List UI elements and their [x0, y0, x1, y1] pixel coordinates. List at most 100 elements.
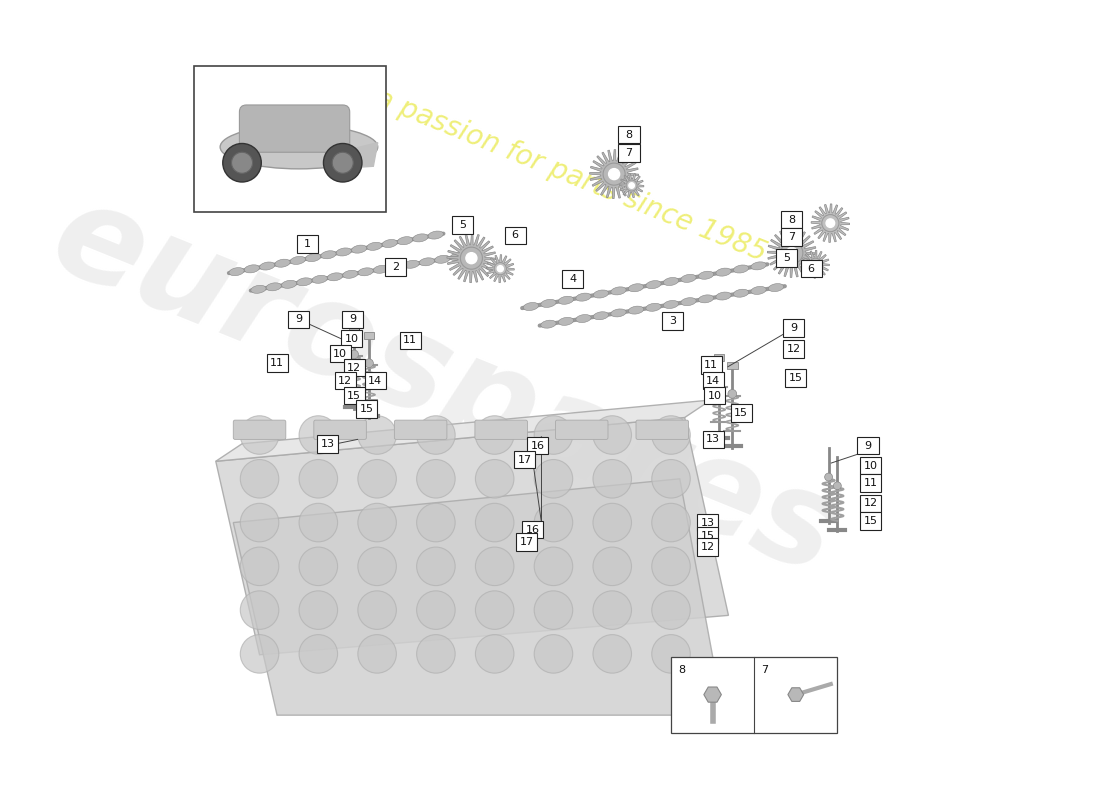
Ellipse shape — [404, 260, 419, 268]
Bar — [714, 354, 725, 361]
Text: 11: 11 — [864, 478, 878, 488]
Ellipse shape — [541, 299, 557, 307]
Text: 14: 14 — [368, 376, 382, 386]
Circle shape — [358, 503, 396, 542]
Text: a passion for parts since 1985: a passion for parts since 1985 — [371, 84, 770, 267]
Circle shape — [358, 416, 396, 454]
FancyBboxPatch shape — [364, 372, 386, 390]
Circle shape — [417, 503, 455, 542]
FancyBboxPatch shape — [233, 420, 286, 439]
Ellipse shape — [343, 270, 358, 278]
Circle shape — [332, 152, 353, 174]
Circle shape — [497, 266, 504, 272]
Circle shape — [593, 459, 631, 498]
Circle shape — [299, 591, 338, 630]
FancyBboxPatch shape — [860, 474, 881, 492]
Text: 11: 11 — [271, 358, 284, 368]
Circle shape — [593, 503, 631, 542]
FancyBboxPatch shape — [703, 430, 724, 448]
Text: 15: 15 — [360, 404, 373, 414]
FancyBboxPatch shape — [781, 211, 802, 229]
Polygon shape — [811, 204, 849, 242]
Text: 12: 12 — [346, 362, 361, 373]
Ellipse shape — [593, 290, 608, 298]
Ellipse shape — [681, 298, 696, 306]
FancyBboxPatch shape — [522, 521, 543, 538]
Polygon shape — [216, 418, 728, 654]
Ellipse shape — [244, 265, 260, 273]
Ellipse shape — [751, 286, 767, 294]
Polygon shape — [343, 142, 377, 168]
Ellipse shape — [290, 256, 306, 265]
Ellipse shape — [366, 242, 382, 250]
FancyBboxPatch shape — [516, 533, 537, 550]
Text: 11: 11 — [403, 335, 417, 346]
Ellipse shape — [541, 320, 557, 328]
Ellipse shape — [734, 290, 749, 298]
Polygon shape — [233, 478, 724, 715]
Text: 5: 5 — [783, 253, 790, 263]
Circle shape — [728, 390, 737, 398]
Bar — [349, 323, 360, 330]
Circle shape — [358, 591, 396, 630]
Polygon shape — [216, 400, 711, 462]
Text: 13: 13 — [321, 438, 334, 449]
Circle shape — [652, 416, 691, 454]
FancyBboxPatch shape — [801, 260, 822, 278]
FancyBboxPatch shape — [342, 310, 363, 328]
Circle shape — [240, 503, 278, 542]
Text: 9: 9 — [296, 314, 303, 325]
FancyBboxPatch shape — [556, 420, 608, 439]
Text: 15: 15 — [701, 530, 715, 541]
FancyBboxPatch shape — [385, 258, 406, 276]
Circle shape — [475, 547, 514, 586]
Ellipse shape — [716, 292, 732, 300]
Ellipse shape — [282, 280, 297, 288]
Text: 10: 10 — [333, 349, 348, 358]
FancyBboxPatch shape — [860, 457, 881, 474]
Text: 10: 10 — [707, 390, 722, 401]
Circle shape — [475, 591, 514, 630]
Ellipse shape — [663, 278, 679, 286]
Bar — [364, 332, 374, 338]
Text: 9: 9 — [865, 441, 871, 450]
FancyBboxPatch shape — [860, 494, 881, 512]
Text: 6: 6 — [807, 264, 815, 274]
Polygon shape — [590, 150, 639, 198]
Text: 4: 4 — [570, 274, 576, 284]
FancyBboxPatch shape — [395, 420, 447, 439]
Text: 5: 5 — [459, 220, 466, 230]
Text: 7: 7 — [789, 232, 795, 242]
Circle shape — [593, 416, 631, 454]
Circle shape — [299, 459, 338, 498]
Ellipse shape — [312, 275, 328, 283]
Circle shape — [813, 262, 818, 267]
Circle shape — [475, 416, 514, 454]
Circle shape — [231, 152, 253, 174]
Ellipse shape — [397, 237, 412, 245]
Text: 3: 3 — [669, 316, 676, 326]
FancyBboxPatch shape — [343, 359, 364, 376]
FancyBboxPatch shape — [701, 356, 722, 374]
Ellipse shape — [297, 278, 312, 286]
Circle shape — [652, 634, 691, 673]
Ellipse shape — [382, 239, 397, 247]
Circle shape — [358, 634, 396, 673]
Text: 10: 10 — [344, 334, 359, 344]
Circle shape — [299, 547, 338, 586]
Ellipse shape — [663, 301, 679, 309]
Polygon shape — [447, 234, 496, 282]
Circle shape — [825, 473, 833, 481]
Circle shape — [593, 591, 631, 630]
Ellipse shape — [388, 263, 404, 271]
Text: 16: 16 — [531, 441, 544, 450]
Ellipse shape — [352, 245, 366, 253]
Bar — [727, 362, 738, 370]
Circle shape — [535, 416, 573, 454]
Ellipse shape — [628, 284, 643, 292]
Circle shape — [240, 416, 278, 454]
FancyBboxPatch shape — [777, 250, 797, 267]
FancyBboxPatch shape — [288, 310, 309, 328]
Text: 15: 15 — [864, 516, 878, 526]
Ellipse shape — [769, 284, 783, 291]
